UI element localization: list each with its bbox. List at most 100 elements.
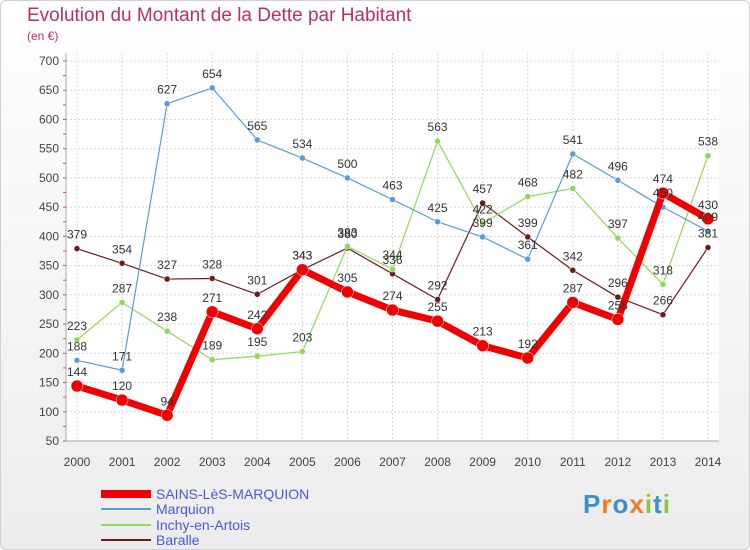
data-point-inchy-en-artois <box>569 185 577 192</box>
y-tick-label: 500 <box>39 171 59 185</box>
x-tick-label: 2011 <box>560 455 586 469</box>
data-label-baralle: 301 <box>247 273 267 287</box>
data-label-marquion: 361 <box>518 238 538 252</box>
data-point-sains-l-s-marquion <box>701 212 715 226</box>
data-point-baralle <box>163 275 171 283</box>
data-point-marquion <box>344 174 351 182</box>
data-point-marquion <box>704 227 712 235</box>
data-label-sains-l-s-marquion: 144 <box>67 365 87 379</box>
data-point-marquion <box>524 255 531 263</box>
data-point-inchy-en-artois <box>344 243 351 250</box>
data-label-inchy-en-artois: 344 <box>382 248 402 262</box>
data-point-sains-l-s-marquion <box>476 339 489 352</box>
legend-swatch <box>101 508 151 511</box>
data-label-marquion: 627 <box>157 83 177 97</box>
data-label-inchy-en-artois: 203 <box>292 331 312 345</box>
data-label-sains-l-s-marquion: 287 <box>563 281 583 295</box>
data-label-sains-l-s-marquion: 343 <box>292 249 312 263</box>
data-label-marquion: 399 <box>473 216 493 230</box>
data-point-inchy-en-artois <box>704 152 712 159</box>
data-point-marquion <box>163 100 171 107</box>
data-label-baralle: 457 <box>473 182 493 196</box>
y-tick-label: 700 <box>39 54 59 68</box>
data-point-baralle <box>569 267 577 274</box>
chart-legend: SAINS-LèS-MARQUION Marquion Inchy-en-Artoi… <box>101 486 309 548</box>
data-point-sains-l-s-marquion <box>341 285 354 299</box>
data-label-sains-l-s-marquion: 271 <box>202 291 222 305</box>
data-label-inchy-en-artois: 287 <box>112 281 132 295</box>
logo-letter: i <box>644 489 654 519</box>
data-point-sains-l-s-marquion <box>251 322 264 336</box>
data-point-inchy-en-artois <box>254 352 261 360</box>
data-point-marquion <box>614 177 622 184</box>
data-point-sains-l-s-marquion <box>521 351 534 365</box>
data-point-marquion <box>389 196 396 203</box>
data-label-baralle: 328 <box>202 257 222 271</box>
data-point-marquion <box>118 367 126 374</box>
x-tick-label: 2014 <box>695 455 722 469</box>
data-point-sains-l-s-marquion <box>205 305 219 319</box>
data-point-marquion <box>254 136 261 144</box>
x-tick-label: 2000 <box>64 455 91 469</box>
legend-item: Baralle <box>101 532 309 549</box>
data-label-marquion: 171 <box>112 349 132 363</box>
logo-letter: t <box>653 489 663 519</box>
data-label-inchy-en-artois: 189 <box>202 339 222 353</box>
data-point-inchy-en-artois <box>479 220 486 227</box>
x-tick-label: 2001 <box>109 455 136 469</box>
legend-label: Baralle <box>156 532 200 549</box>
chart-title: Evolution du Montant de la Dette par Hab… <box>27 5 412 26</box>
logo-letter: i <box>662 489 671 519</box>
legend-item: Inchy-en-Artois <box>101 517 309 533</box>
data-point-sains-l-s-marquion <box>115 393 129 407</box>
x-tick-label: 2005 <box>289 455 316 469</box>
data-label-baralle: 380 <box>337 227 357 241</box>
data-point-inchy-en-artois <box>614 234 622 242</box>
data-point-inchy-en-artois <box>299 348 306 355</box>
legend-swatch <box>101 523 151 526</box>
legend-item: Marquion <box>101 501 309 517</box>
data-label-inchy-en-artois: 538 <box>698 135 718 149</box>
data-label-baralle: 399 <box>518 216 538 230</box>
data-label-sains-l-s-marquion: 192 <box>518 337 538 351</box>
data-label-baralle: 296 <box>608 276 628 290</box>
legend-item: SAINS-LèS-MARQUION <box>101 486 309 502</box>
data-label-sains-l-s-marquion: 120 <box>112 379 132 393</box>
data-label-inchy-en-artois: 238 <box>157 310 177 324</box>
data-label-baralle: 336 <box>382 253 402 267</box>
data-label-sains-l-s-marquion: 255 <box>428 300 448 314</box>
data-label-inchy-en-artois: 223 <box>67 319 87 333</box>
data-label-marquion: 425 <box>428 201 448 215</box>
data-label-marquion: 534 <box>292 137 312 151</box>
data-point-sains-l-s-marquion <box>611 313 625 326</box>
y-tick-label: 50 <box>46 434 60 448</box>
data-label-sains-l-s-marquion: 258 <box>608 298 628 312</box>
y-tick-label: 650 <box>39 83 59 97</box>
data-label-inchy-en-artois: 397 <box>608 217 628 231</box>
legend-label: SAINS-LèS-MARQUION <box>156 485 310 502</box>
data-point-inchy-en-artois <box>73 336 81 344</box>
data-label-baralle: 342 <box>563 249 583 263</box>
y-tick-label: 600 <box>39 112 59 126</box>
data-label-baralle: 381 <box>698 226 718 240</box>
data-point-baralle <box>434 296 441 303</box>
data-point-marquion <box>479 233 486 241</box>
data-point-baralle <box>118 260 126 267</box>
x-tick-label: 2013 <box>650 455 677 469</box>
data-label-inchy-en-artois: 422 <box>473 203 493 217</box>
y-tick-label: 250 <box>39 317 59 331</box>
data-point-baralle <box>73 245 81 252</box>
data-point-marquion <box>569 150 577 158</box>
x-tick-label: 2009 <box>469 455 496 469</box>
data-label-marquion: 654 <box>202 67 222 81</box>
data-point-inchy-en-artois <box>659 281 667 288</box>
data-label-sains-l-s-marquion: 274 <box>382 289 402 303</box>
y-tick-label: 550 <box>39 142 59 156</box>
legend-swatch <box>101 489 151 498</box>
data-label-baralle: 354 <box>112 242 132 256</box>
data-point-inchy-en-artois <box>208 356 216 363</box>
data-point-baralle <box>659 311 667 318</box>
x-tick-label: 2007 <box>379 455 406 469</box>
y-tick-label: 300 <box>39 288 59 302</box>
legend-label: Inchy-en-Artois <box>156 516 251 533</box>
